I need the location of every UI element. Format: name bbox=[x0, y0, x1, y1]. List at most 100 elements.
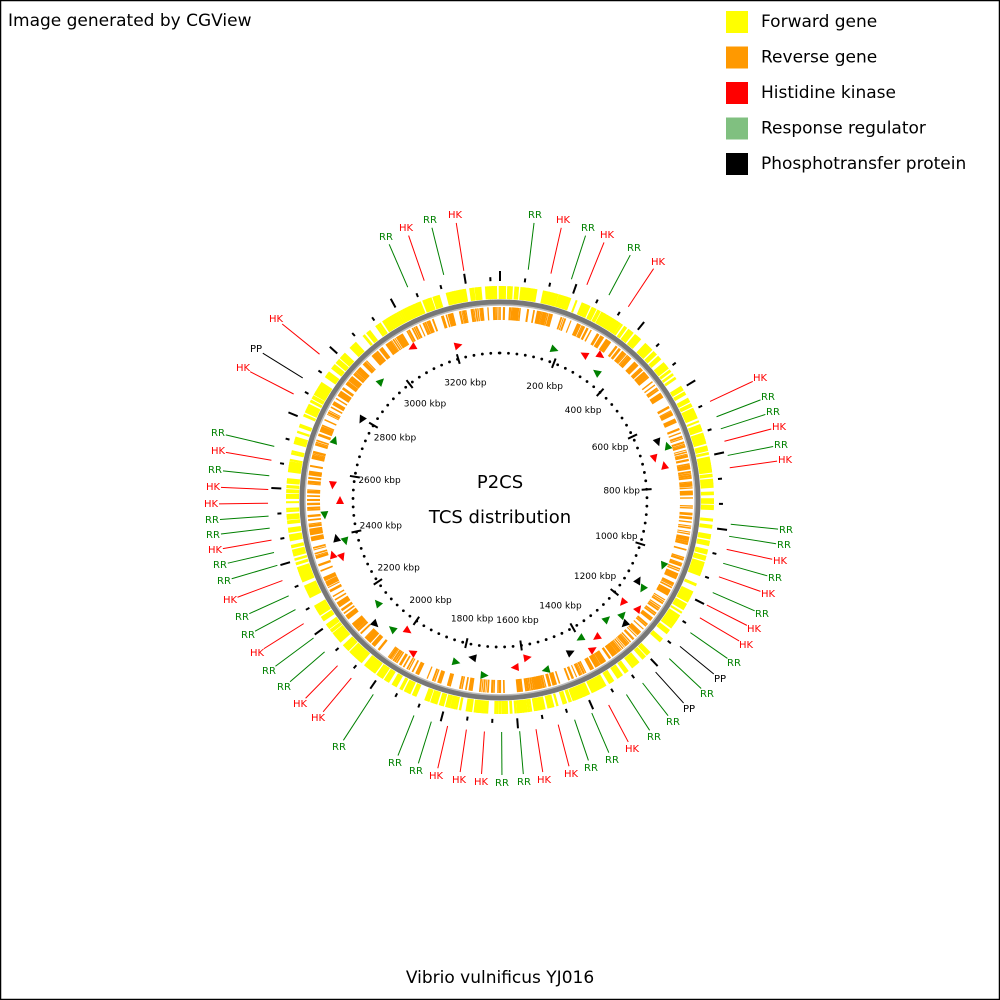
reverse-gene bbox=[628, 625, 639, 636]
scale-dot bbox=[578, 375, 582, 379]
forward-gene bbox=[298, 423, 313, 432]
feature-label: RR bbox=[727, 658, 741, 669]
scale-dot bbox=[353, 522, 357, 526]
feature-label: RR bbox=[211, 428, 225, 439]
label-connector bbox=[527, 222, 535, 270]
reverse-gene bbox=[314, 443, 329, 450]
forward-gene bbox=[558, 691, 566, 705]
forward-gene bbox=[301, 574, 315, 583]
reverse-gene bbox=[679, 482, 693, 487]
reverse-gene bbox=[426, 666, 433, 679]
forward-gene bbox=[697, 460, 711, 467]
forward-gene bbox=[286, 513, 300, 518]
forward-gene bbox=[299, 570, 314, 579]
scale-label: 2200 kbp bbox=[377, 563, 420, 573]
forward-gene bbox=[697, 532, 712, 538]
forward-gene bbox=[528, 698, 533, 712]
feature-label: PP bbox=[250, 344, 262, 355]
forward-gene bbox=[599, 313, 609, 327]
outer-tick bbox=[351, 332, 356, 337]
reverse-gene bbox=[387, 342, 397, 354]
scale-dot bbox=[391, 397, 395, 401]
reverse-gene bbox=[458, 675, 464, 689]
label-connector bbox=[275, 637, 314, 667]
reverse-gene bbox=[618, 354, 629, 366]
reverse-gene bbox=[675, 536, 689, 542]
scale-dot bbox=[601, 603, 605, 606]
reverse-gene bbox=[307, 483, 321, 486]
scale-dot bbox=[437, 632, 441, 636]
feature-label: HK bbox=[600, 230, 615, 241]
forward-gene bbox=[679, 403, 693, 413]
forward-gene bbox=[697, 534, 711, 540]
forward-gene bbox=[678, 589, 692, 599]
reverse-gene bbox=[487, 307, 490, 321]
forward-gene bbox=[403, 307, 413, 321]
forward-gene bbox=[378, 665, 389, 679]
reverse-gene bbox=[366, 630, 378, 642]
scale-dot bbox=[497, 351, 501, 355]
scale-dot bbox=[386, 403, 390, 407]
reverse-gene bbox=[354, 371, 366, 382]
scale-tick bbox=[368, 421, 379, 429]
forward-gene bbox=[307, 588, 321, 597]
forward-gene bbox=[296, 430, 310, 438]
forward-gene bbox=[445, 694, 452, 708]
reverse-gene bbox=[326, 413, 339, 421]
reverse-gene bbox=[647, 389, 659, 398]
forward-gene bbox=[350, 344, 363, 357]
forward-gene bbox=[289, 461, 303, 466]
reverse-gene bbox=[668, 559, 683, 567]
scale-dot bbox=[610, 403, 614, 406]
reverse-gene bbox=[539, 674, 546, 689]
forward-gene bbox=[436, 294, 444, 309]
reverse-gene bbox=[534, 676, 540, 690]
scale-tick bbox=[349, 474, 360, 479]
reverse-gene bbox=[532, 676, 538, 690]
reverse-gene bbox=[600, 339, 610, 352]
forward-gene bbox=[391, 313, 402, 327]
feature-label: RR bbox=[761, 392, 775, 403]
scale-dot bbox=[627, 569, 631, 573]
reverse-gene bbox=[333, 401, 346, 409]
forward-gene bbox=[604, 317, 615, 331]
forward-gene bbox=[555, 294, 561, 308]
scale-dot bbox=[540, 357, 544, 361]
scale-dot bbox=[644, 479, 648, 483]
forward-gene bbox=[447, 694, 454, 709]
forward-gene bbox=[617, 661, 627, 674]
label-connector bbox=[249, 371, 294, 395]
scale-dot bbox=[643, 521, 647, 525]
reverse-gene bbox=[634, 371, 646, 383]
forward-gene bbox=[487, 286, 491, 300]
forward-gene bbox=[286, 507, 300, 511]
reverse-gene bbox=[515, 307, 520, 321]
feature-label: HK bbox=[537, 775, 552, 786]
label-connector bbox=[222, 470, 270, 477]
reverse-gene bbox=[427, 320, 435, 334]
reverse-gene bbox=[550, 671, 558, 686]
forward-gene bbox=[613, 664, 624, 677]
forward-gene bbox=[482, 700, 487, 714]
reverse-gene bbox=[554, 670, 561, 684]
forward-gene bbox=[606, 318, 616, 331]
footer: Vibrio vulnificus YJ016 bbox=[406, 968, 594, 988]
forward-gene bbox=[692, 438, 706, 446]
forward-gene bbox=[303, 580, 317, 589]
tcs-marker bbox=[633, 605, 642, 614]
reverse-gene bbox=[678, 476, 692, 481]
forward-gene bbox=[699, 473, 713, 479]
feature-label: RR bbox=[388, 758, 402, 769]
reverse-gene bbox=[349, 377, 362, 388]
forward-gene bbox=[453, 696, 460, 710]
reverse-gene bbox=[407, 329, 416, 342]
forward-gene bbox=[689, 564, 703, 572]
tcs-marker bbox=[388, 626, 398, 635]
forward-gene bbox=[325, 372, 339, 384]
label-connector bbox=[220, 527, 270, 535]
legend-label: Response regulator bbox=[761, 119, 926, 139]
forward-gene bbox=[484, 700, 489, 714]
reverse-gene bbox=[657, 585, 670, 595]
reverse-gene bbox=[332, 589, 345, 598]
feature-label: HK bbox=[448, 210, 463, 221]
